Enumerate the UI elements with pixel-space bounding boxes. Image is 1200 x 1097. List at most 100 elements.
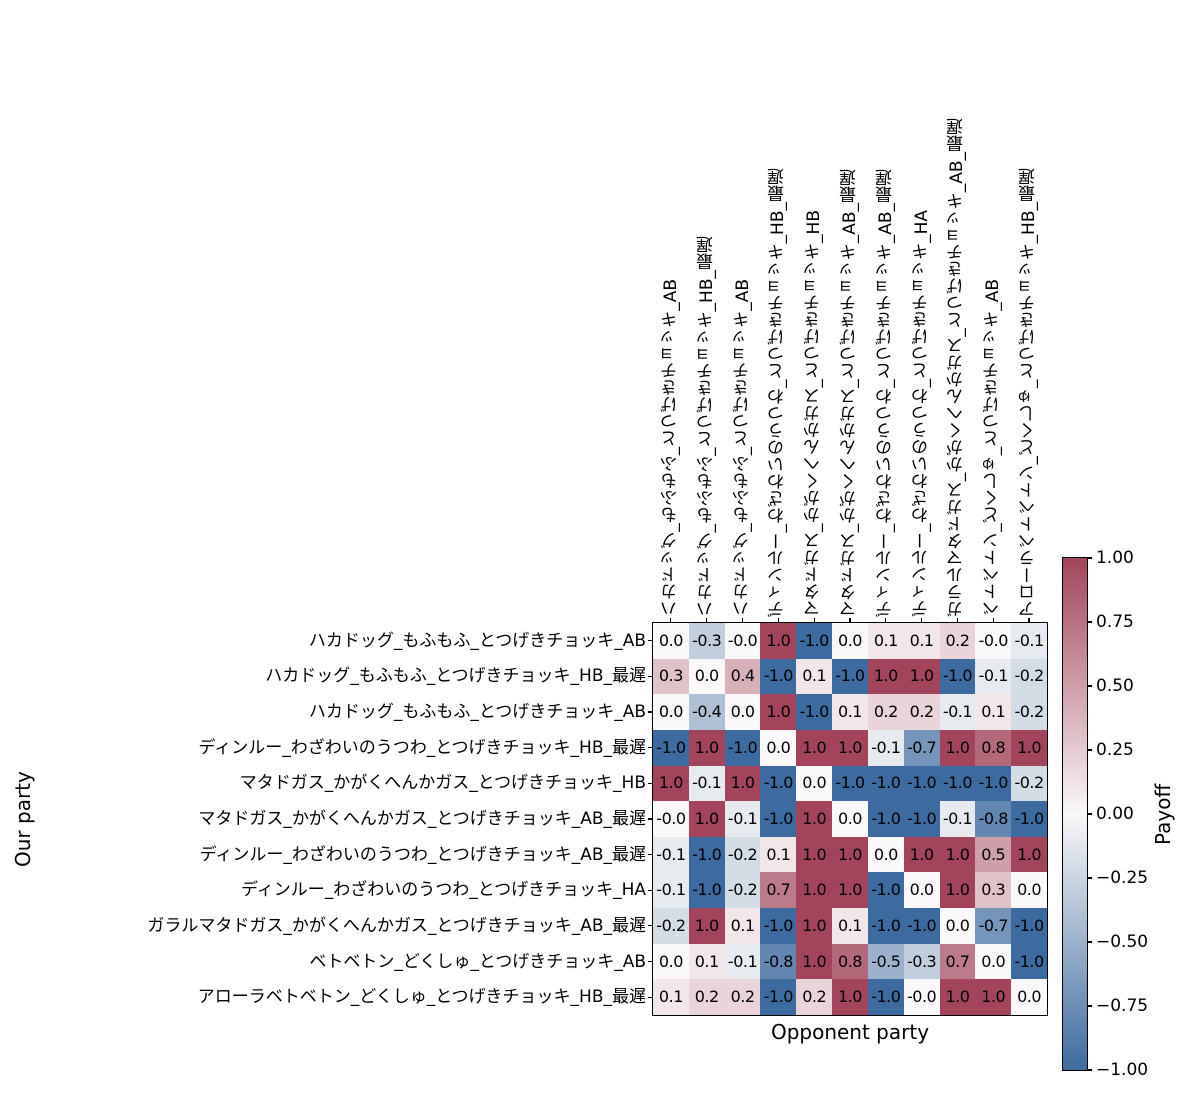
x-tick-label: ディンルー_わざわいのうつわ_とつげきチョッキ_HB_最遅	[768, 167, 789, 617]
colorbar-tick-label: −0.75	[1096, 996, 1149, 1016]
x-tick-label: ベトベトン_どくしゅ_とつげきチョッキ_AB	[983, 279, 1004, 617]
heatmap-cell: 0.0	[832, 801, 868, 837]
heatmap-cell: -0.1	[653, 836, 689, 873]
y-axis-tick	[648, 711, 653, 713]
x-axis-tick	[921, 618, 923, 623]
heatmap-cell: 0.4	[724, 658, 761, 695]
heatmap-cell: 1.0	[1011, 836, 1047, 873]
x-tick-label: ハカドッグ_もふもふ_とつげきチョッキ_AB	[660, 279, 681, 617]
heatmap-cell: -0.2	[1011, 694, 1047, 730]
heatmap-cell: 0.2	[724, 979, 761, 1015]
heatmap-cell: -0.2	[1011, 765, 1047, 802]
y-axis-tick	[648, 925, 653, 927]
heatmap-cell: -1.0	[867, 908, 904, 944]
heatmap-cell: -1.0	[939, 765, 976, 802]
heatmap-cell: -1.0	[760, 801, 797, 837]
heatmap-cell: 1.0	[796, 943, 833, 980]
y-axis-tick	[648, 818, 653, 820]
heatmap-cell: 0.0	[688, 658, 725, 695]
x-tick-label: マタドガス_かがくへんかガス_とつげきチョッキ_HB	[804, 210, 825, 617]
x-axis-label: Opponent party	[770, 1020, 930, 1044]
colorbar-tick	[1087, 877, 1092, 879]
y-tick-label: ハカドッグ_もふもふ_とつげきチョッキ_AB	[308, 702, 646, 723]
y-tick-label: ディンルー_わざわいのうつわ_とつげきチョッキ_AB_最遅	[199, 844, 646, 865]
y-tick-label: ハカドッグ_もふもふ_とつげきチョッキ_AB	[308, 630, 646, 651]
y-tick-label: ディンルー_わざわいのうつわ_とつげきチョッキ_HA	[240, 880, 646, 901]
heatmap-cell: 0.3	[653, 658, 689, 695]
colorbar-tick-label: 0.00	[1096, 804, 1134, 824]
heatmap-cell: -1.0	[975, 765, 1012, 802]
heatmap-cell: -0.1	[724, 943, 761, 980]
heatmap-cell: 0.1	[832, 908, 868, 944]
y-axis-label: Our party	[11, 771, 35, 867]
heatmap-cell: 0.1	[760, 836, 797, 873]
heatmap-cell: -0.3	[903, 943, 940, 980]
heatmap-cell: -1.0	[1011, 943, 1047, 980]
heatmap-cell: 0.2	[796, 979, 833, 1015]
heatmap-cell: -0.2	[653, 908, 689, 944]
heatmap-cell: -0.0	[724, 623, 761, 659]
heatmap-cell: 0.7	[760, 872, 797, 909]
heatmap-cell: 0.0	[939, 908, 976, 944]
colorbar-tick	[1087, 941, 1092, 943]
heatmap-cell: -0.7	[903, 729, 940, 766]
heatmap-cell: -0.1	[975, 658, 1012, 695]
heatmap-cell: 0.3	[975, 872, 1012, 909]
heatmap-cell: 0.0	[903, 872, 940, 909]
y-tick-label: アローラベトベトン_どくしゅ_とつげきチョッキ_HB_最遅	[197, 987, 646, 1008]
y-axis-tick	[648, 996, 653, 998]
heatmap-cell: 0.0	[832, 623, 868, 659]
colorbar-tick	[1087, 1005, 1092, 1007]
heatmap-cell: 0.1	[975, 694, 1012, 730]
heatmap-cell: 0.8	[832, 943, 868, 980]
colorbar-tick-label: 0.75	[1096, 612, 1134, 632]
heatmap-cell: -1.0	[832, 658, 868, 695]
colorbar	[1062, 557, 1088, 1071]
heatmap-cell: -1.0	[1011, 908, 1047, 944]
heatmap-cell: -1.0	[867, 765, 904, 802]
heatmap-cell: -0.2	[1011, 658, 1047, 695]
heatmap-cell: -0.2	[724, 836, 761, 873]
heatmap-cell: 1.0	[832, 729, 868, 766]
heatmap-cell: 0.0	[724, 694, 761, 730]
x-tick-label: アローラベトベトン_どくしゅ_とつげきチョッキ_HB_最遅	[1019, 167, 1040, 617]
heatmap-cell: -1.0	[867, 872, 904, 909]
heatmap-cell: 0.2	[939, 623, 976, 659]
heatmap-cell: -1.0	[653, 729, 689, 766]
heatmap-cell: 1.0	[903, 658, 940, 695]
heatmap-cell: 0.0	[1011, 872, 1047, 909]
heatmap-cell: 1.0	[688, 801, 725, 837]
heatmap-cell: -1.0	[832, 765, 868, 802]
heatmap-cell: 0.1	[867, 623, 904, 659]
colorbar-tick	[1087, 557, 1092, 559]
heatmap-cell: 1.0	[867, 658, 904, 695]
heatmap-cell: 0.0	[760, 729, 797, 766]
heatmap-cell: -1.0	[1011, 801, 1047, 837]
heatmap-cell: 0.1	[903, 623, 940, 659]
y-axis-tick	[648, 640, 653, 642]
x-tick-label: マタドガス_かがくへんかガス_とつげきチョッキ_AB_最遅	[840, 168, 860, 617]
heatmap-cell: -1.0	[867, 979, 904, 1015]
colorbar-tick-label: −1.00	[1096, 1060, 1149, 1080]
heatmap-cell: 1.0	[975, 979, 1012, 1015]
heatmap-cell: 1.0	[1011, 729, 1047, 766]
heatmap-cell: 1.0	[832, 872, 868, 909]
heatmap-cell: -0.1	[688, 765, 725, 802]
heatmap-cell: 1.0	[796, 801, 833, 837]
heatmap-cell: 1.0	[760, 623, 797, 659]
heatmap-cell: 0.0	[796, 765, 833, 802]
heatmap-cell: 0.1	[724, 908, 761, 944]
colorbar-tick	[1087, 685, 1092, 687]
heatmap-cell: 1.0	[796, 729, 833, 766]
x-axis-tick	[849, 618, 851, 623]
heatmap-cell: 1.0	[688, 729, 725, 766]
heatmap-cell: 1.0	[939, 979, 976, 1015]
x-axis-tick	[670, 618, 672, 623]
heatmap-cell: -1.0	[724, 729, 761, 766]
heatmap-cell: 0.1	[832, 694, 868, 730]
heatmap-cell: -0.0	[903, 979, 940, 1015]
heatmap-cell: -0.1	[939, 694, 976, 730]
heatmap-cell: 0.0	[653, 694, 689, 730]
heatmap-cell: 0.0	[1011, 979, 1047, 1015]
